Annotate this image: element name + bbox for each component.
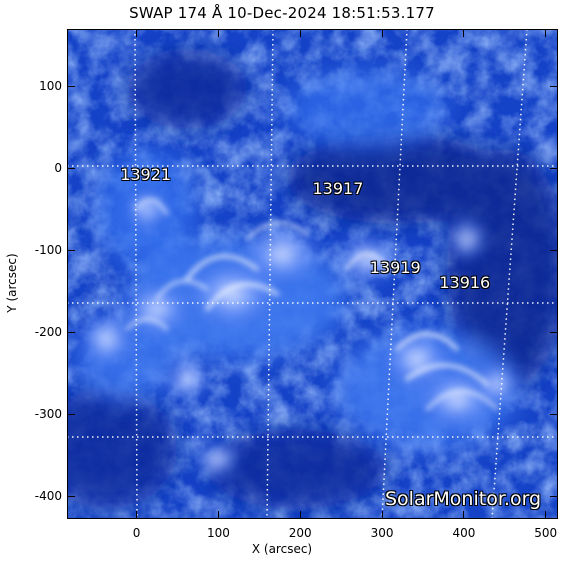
x-tick-label: 100 (206, 526, 230, 540)
active-region-label: 13921 (120, 164, 172, 184)
x-tick-label: 300 (370, 526, 394, 540)
active-region-label: 13916 (439, 273, 491, 292)
solar-disk-image (67, 29, 558, 519)
x-axis-label: X (arcsec) (251, 542, 313, 556)
y-tick-label: -300 (34, 407, 62, 422)
y-tick-left (67, 495, 75, 497)
active-region-label: 13919 (369, 258, 421, 278)
x-tick-bottom (545, 511, 547, 519)
y-tick-right (550, 331, 558, 333)
y-tick-right (550, 249, 558, 251)
x-tick-label: 400 (452, 526, 476, 540)
y-tick-right (550, 85, 558, 87)
y-tick-right (550, 495, 558, 497)
image-title: SWAP 174 Å 10-Dec-2024 18:51:53.177 (129, 4, 435, 22)
x-tick-top (381, 29, 383, 37)
y-tick-left (67, 413, 75, 415)
x-tick-top (545, 29, 547, 37)
y-tick-left (67, 167, 75, 169)
active-region-label: 13917 (312, 178, 364, 198)
y-tick-left (67, 331, 75, 333)
y-tick-label: -100 (34, 243, 62, 258)
x-tick-label: 500 (534, 526, 558, 540)
y-tick-right (550, 413, 558, 415)
x-tick-top (299, 29, 301, 37)
x-tick-label: 0 (132, 526, 141, 540)
x-tick-bottom (463, 511, 465, 519)
y-axis-label: Y (arcsec) (5, 253, 19, 313)
x-tick-label: 200 (288, 526, 312, 540)
y-tick-label: 100 (39, 79, 62, 94)
y-tick-left (67, 85, 75, 87)
y-tick-right (550, 167, 558, 169)
x-tick-bottom (217, 511, 219, 519)
x-tick-bottom (136, 511, 138, 519)
y-tick-label: -200 (34, 325, 62, 340)
x-tick-top (463, 29, 465, 37)
y-tick-left (67, 249, 75, 251)
x-tick-bottom (381, 511, 383, 519)
y-tick-label: 0 (54, 161, 62, 176)
x-tick-top (217, 29, 219, 37)
solar-image (67, 29, 558, 519)
y-tick-label: -400 (34, 489, 62, 504)
x-tick-top (136, 29, 138, 37)
watermark-text: SolarMonitor.org (385, 488, 542, 510)
x-tick-bottom (299, 511, 301, 519)
